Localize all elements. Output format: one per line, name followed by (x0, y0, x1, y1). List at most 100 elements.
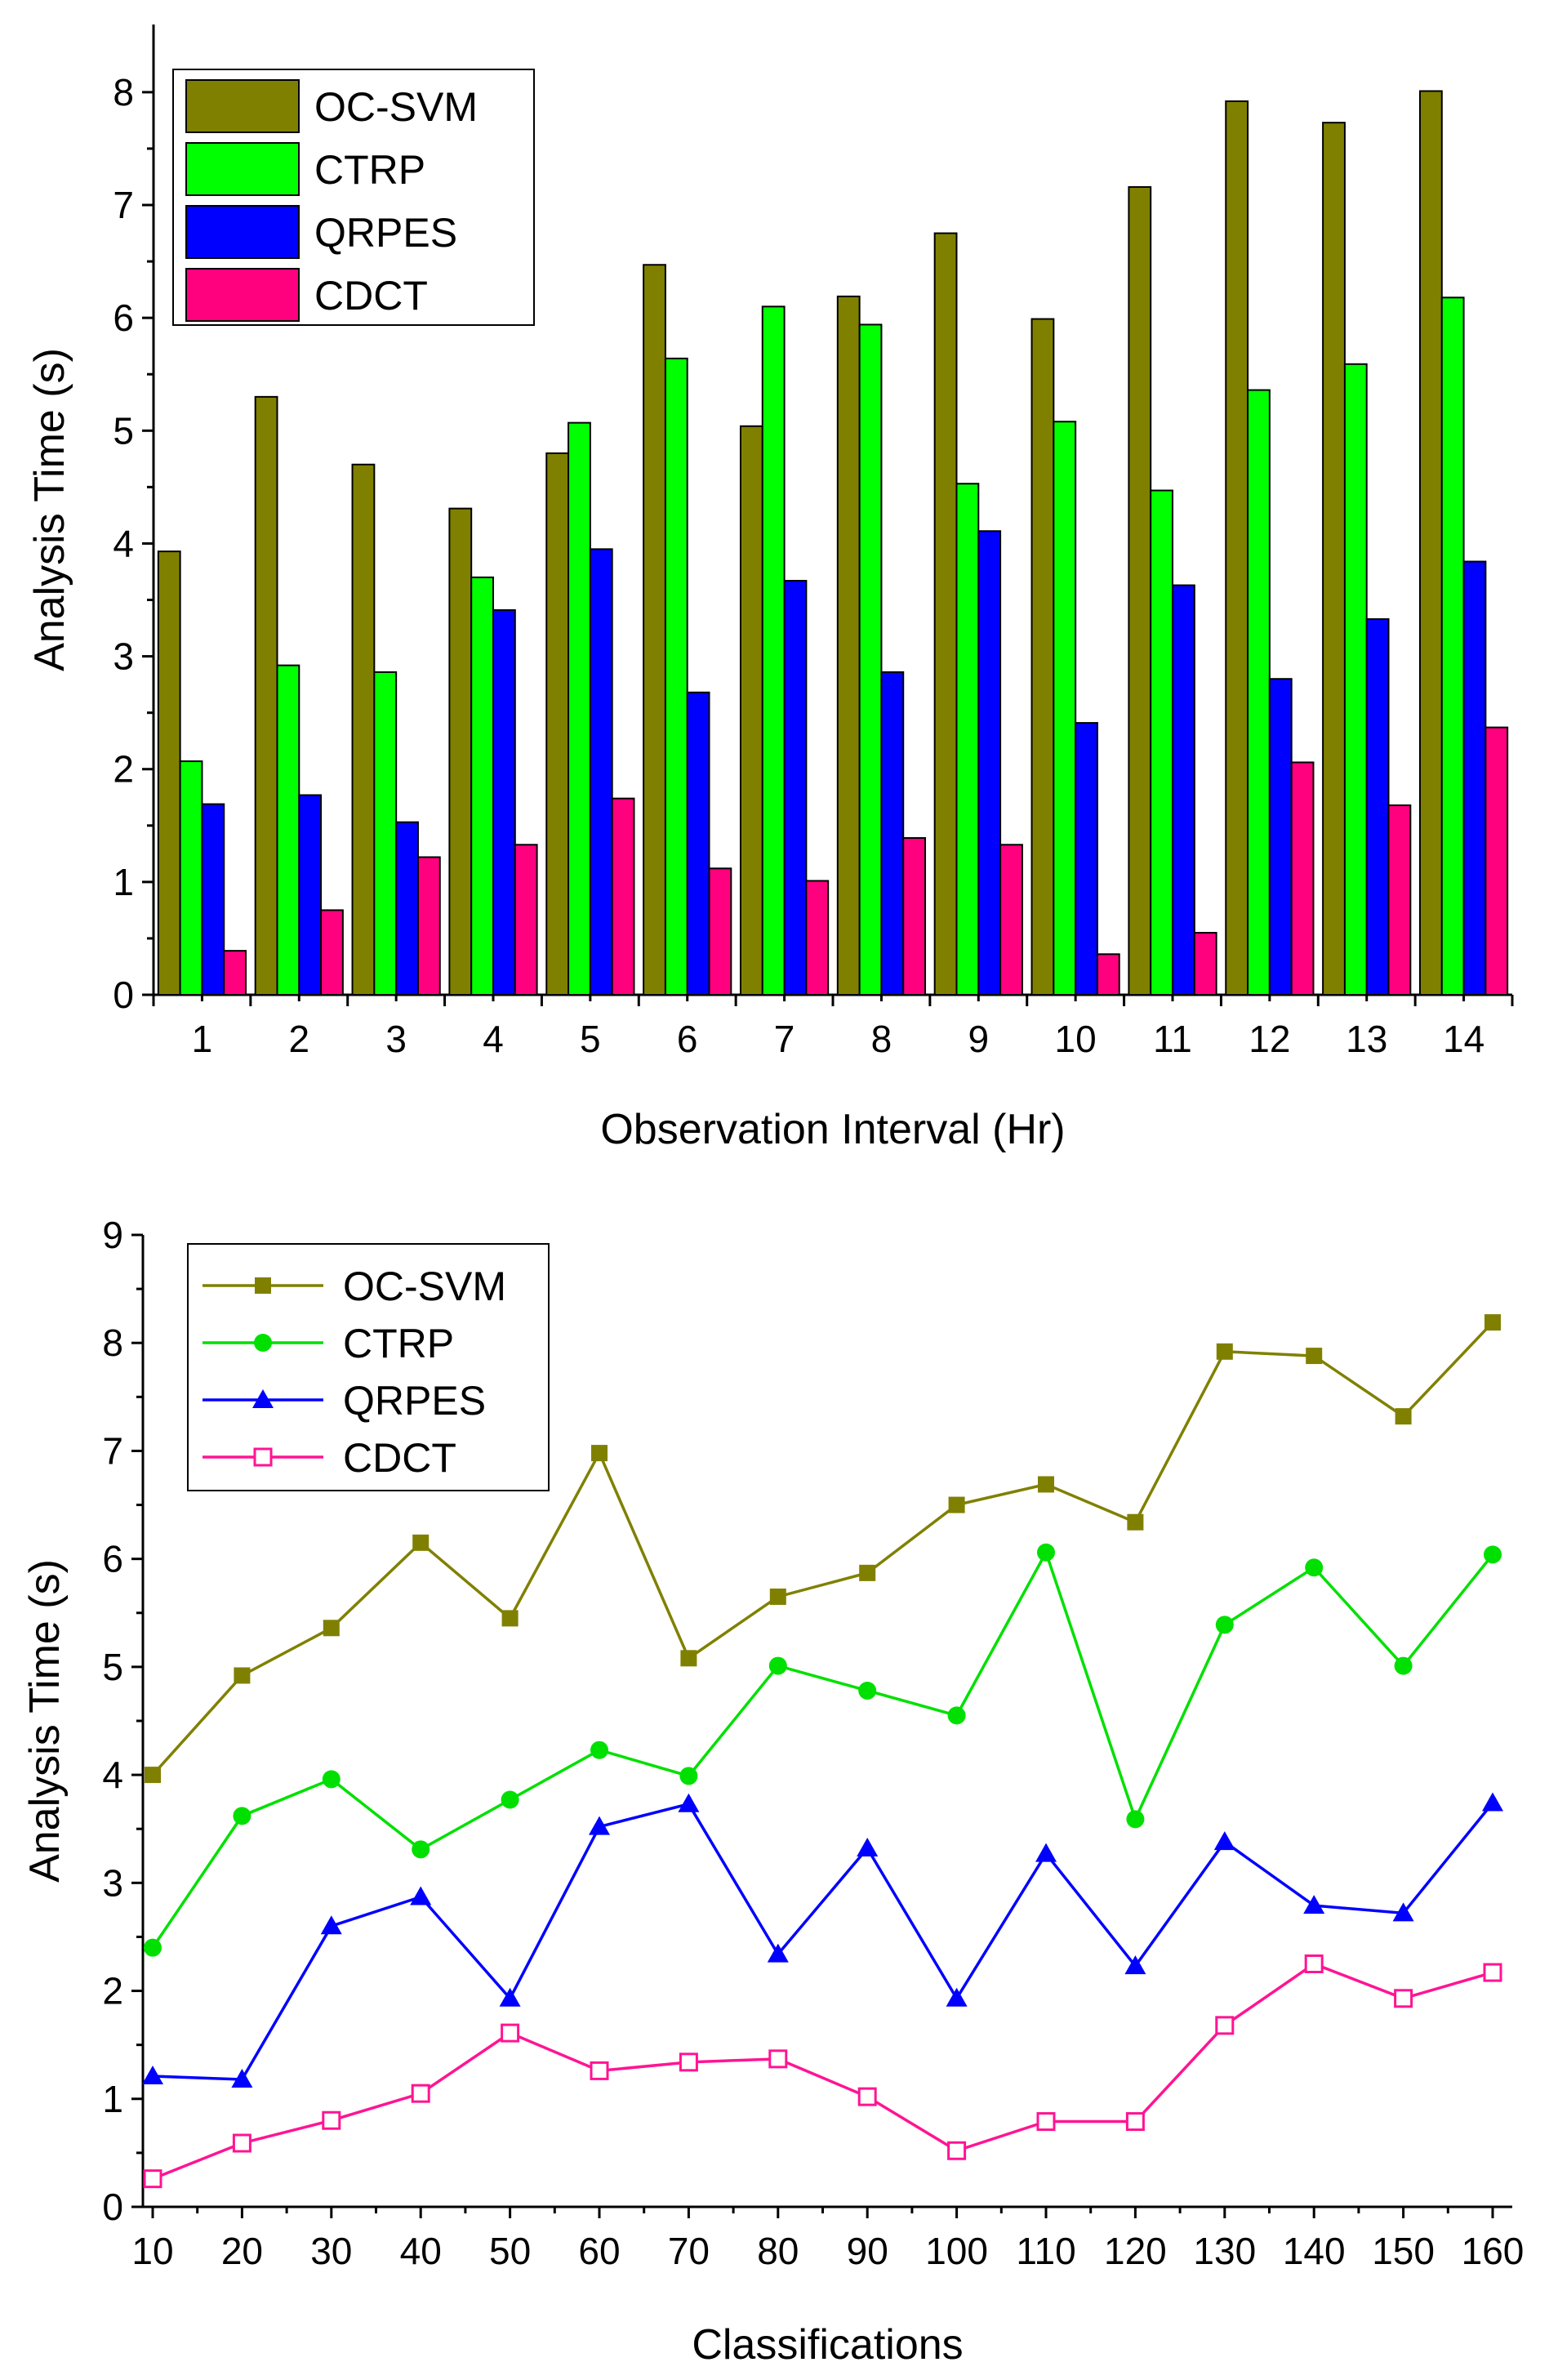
legend-swatch-cdct (185, 268, 300, 322)
y-axis-title: Analysis Time (s) (26, 348, 73, 671)
line-oc-svm (151, 1321, 1494, 1776)
x-tick-label: 130 (1193, 2230, 1256, 2272)
bar-cdct-1 (223, 950, 247, 996)
x-tick-label: 8 (871, 1018, 892, 1060)
point-ctrp-70 (679, 1767, 698, 1785)
y-tick-label: 1 (102, 2078, 123, 2120)
bar-qrpes-2 (298, 794, 323, 996)
bar-ctrp-11 (1150, 489, 1173, 996)
bar-ctrp-4 (470, 576, 495, 996)
y-tick-label: 0 (113, 974, 134, 1016)
x-tick-label: 90 (847, 2230, 888, 2272)
line-qrpes (152, 1802, 1494, 2081)
point-ctrp-40 (412, 1840, 430, 1859)
point-cdct-80 (768, 2049, 788, 2069)
series-ctrp (179, 296, 1465, 996)
point-oc-svm-160 (1484, 1314, 1501, 1331)
x-tick-label: 12 (1249, 1018, 1290, 1060)
point-qrpes-30 (320, 1915, 342, 1935)
bar-cdct-14 (1484, 726, 1509, 996)
point-ctrp-100 (947, 1706, 966, 1725)
point-oc-svm-150 (1395, 1408, 1412, 1425)
y-axis-title: Analysis Time (s) (21, 1559, 69, 1883)
x-tick-label: 1 (192, 1018, 213, 1060)
point-oc-svm-60 (591, 1445, 608, 1462)
bar-oc-svm-14 (1418, 90, 1443, 996)
legend-label-oc-svm: OC-SVM (343, 1264, 506, 1309)
point-qrpes-20 (231, 2068, 253, 2088)
bar-qrpes-8 (880, 671, 905, 996)
point-oc-svm-140 (1306, 1348, 1323, 1365)
x-tick-label: 5 (580, 1018, 601, 1060)
point-ctrp-130 (1215, 1616, 1234, 1634)
point-cdct-10 (143, 2169, 162, 2189)
x-axis-title: Observation Interval (Hr) (600, 1106, 1065, 1153)
x-tick-label: 20 (221, 2230, 263, 2272)
x-tick-label: 160 (1462, 2230, 1525, 2272)
y-tick-label: 5 (113, 409, 134, 452)
point-ctrp-160 (1484, 1545, 1502, 1564)
point-cdct-60 (590, 2061, 609, 2080)
line-cdct (152, 1962, 1493, 2181)
x-tick-label: 120 (1104, 2230, 1167, 2272)
point-oc-svm-120 (1127, 1513, 1144, 1531)
bar-ctrp-3 (373, 671, 398, 996)
point-ctrp-10 (144, 1938, 162, 1957)
point-oc-svm-50 (501, 1610, 519, 1627)
bar-qrpes-14 (1462, 560, 1487, 996)
bar-qrpes-7 (783, 580, 808, 996)
bar-cdct-10 (1096, 953, 1120, 996)
x-tick-label: 150 (1372, 2230, 1435, 2272)
bar-ctrp-12 (1247, 389, 1271, 996)
point-qrpes-90 (857, 1838, 879, 1857)
y-tick-label: 8 (113, 71, 134, 114)
point-qrpes-120 (1124, 1955, 1146, 1975)
point-ctrp-90 (858, 1681, 877, 1700)
point-cdct-160 (1483, 1963, 1502, 1982)
x-tick-label: 100 (925, 2230, 988, 2272)
point-qrpes-10 (142, 2066, 163, 2085)
bar-cdct-2 (320, 909, 344, 996)
legend-label-oc-svm: OC-SVM (314, 84, 478, 130)
point-ctrp-20 (233, 1807, 251, 1825)
bar-cdct-12 (1290, 761, 1315, 996)
bar-ctrp-8 (858, 323, 883, 996)
bar-qrpes-12 (1268, 678, 1293, 996)
bar-oc-svm-1 (157, 550, 181, 996)
point-cdct-150 (1394, 1989, 1413, 2008)
point-ctrp-120 (1126, 1810, 1145, 1829)
x-tick-label: 4 (483, 1018, 504, 1060)
y-tick-label: 1 (113, 861, 134, 903)
bar-oc-svm-7 (739, 425, 763, 996)
bar-oc-svm-13 (1322, 122, 1346, 996)
point-cdct-70 (679, 2052, 698, 2072)
legend-swatch-ctrp (185, 142, 300, 196)
series-oc-svm (145, 1314, 1501, 1784)
legend-marker-cdct (253, 1447, 273, 1467)
bar-cdct-4 (514, 844, 538, 996)
x-tick-label: 9 (968, 1018, 989, 1060)
y-tick-label: 6 (113, 296, 134, 339)
bar-ctrp-10 (1053, 421, 1077, 996)
point-oc-svm-30 (323, 1620, 340, 1637)
x-tick-label: 11 (1153, 1018, 1192, 1060)
y-tick-label: 6 (102, 1538, 123, 1580)
point-cdct-30 (322, 2110, 341, 2130)
x-tick-label: 80 (757, 2230, 799, 2272)
legend-label-ctrp: CTRP (314, 147, 425, 193)
bar-oc-svm-5 (545, 452, 570, 996)
legend: OC-SVM CTRP QRPES CDCT (172, 69, 535, 326)
series-qrpes (201, 530, 1487, 996)
x-tick-label: 10 (1055, 1018, 1097, 1060)
point-oc-svm-130 (1216, 1343, 1233, 1360)
point-qrpes-150 (1392, 1902, 1414, 1922)
bar-cdct-9 (999, 844, 1023, 996)
bar-cdct-7 (805, 880, 830, 996)
x-tick-label: 6 (677, 1018, 698, 1060)
point-cdct-90 (857, 2087, 877, 2106)
point-qrpes-130 (1213, 1831, 1235, 1851)
x-tick-label: 140 (1283, 2230, 1346, 2272)
bar-qrpes-6 (686, 691, 710, 996)
bar-qrpes-13 (1365, 617, 1390, 996)
